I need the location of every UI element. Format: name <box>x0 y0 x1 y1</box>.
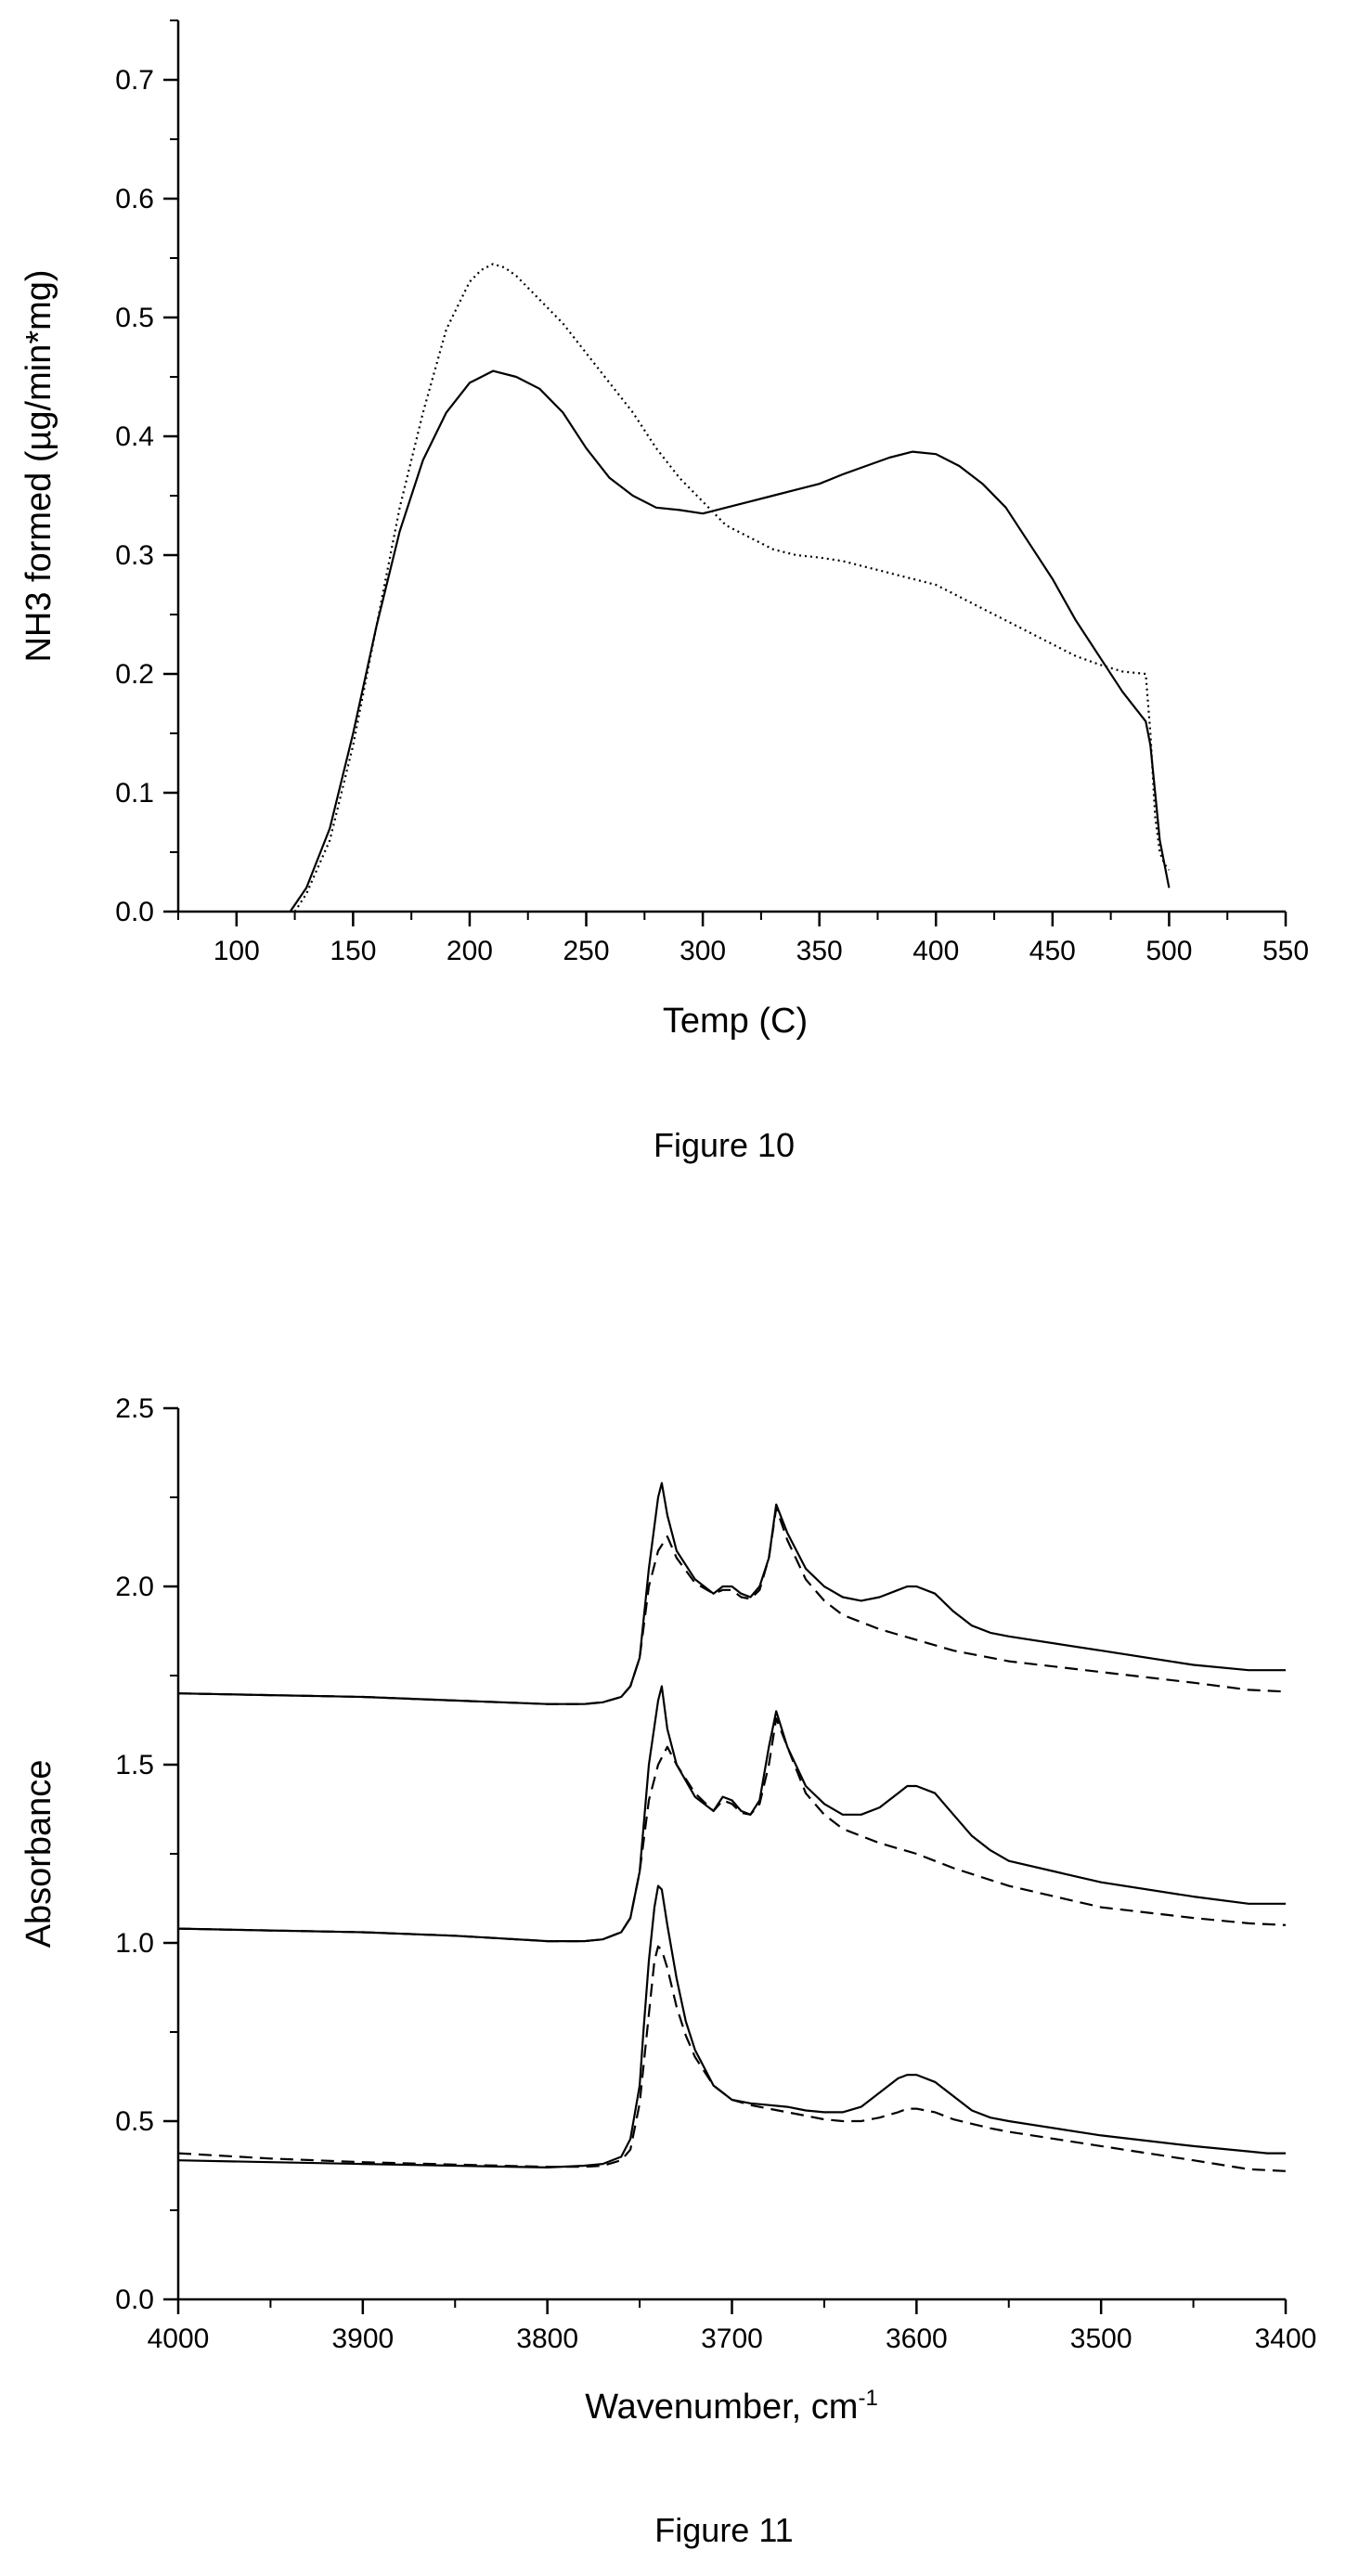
y-tick-label: 0.5 <box>115 2106 154 2137</box>
x-tick-label: 250 <box>563 936 609 966</box>
series-group <box>289 263 1171 913</box>
y-tick-label: 0.0 <box>115 897 154 927</box>
figure-caption: Figure 11 <box>654 2511 793 2549</box>
series-line-solid <box>177 1685 1286 1943</box>
axis-tick-labels: 100 150 200 250 300 350 400 450 500 550 0.0 0.1 0.2 0… <box>115 65 1309 966</box>
axis-tick-labels: 4000 3900 3800 3700 3600 3500 3400 0.0 0.5 1.0 1.5… <box>115 1393 1316 2354</box>
x-tick-label: 400 <box>912 936 959 966</box>
series-line-solid <box>177 1482 1286 1705</box>
x-tick-label: 3500 <box>1070 2324 1132 2354</box>
x-tick-label: 200 <box>447 936 493 966</box>
series-line-dashed <box>177 1945 1287 2172</box>
x-tick-label: 4000 <box>148 2324 210 2354</box>
y-axis-title: NH3 formed (µg/min*mg) <box>19 269 58 662</box>
x-tick-label: 150 <box>330 936 376 966</box>
x-tick-label: 3600 <box>886 2324 948 2354</box>
x-axis-title-text: Wavenumber, cm <box>585 2388 858 2427</box>
x-tick-label: 550 <box>1262 936 1309 966</box>
x-axis-title: Wavenumber, cm-1 <box>585 2386 878 2427</box>
x-tick-label: 3700 <box>701 2324 763 2354</box>
series-line-dashed <box>177 1507 1287 1705</box>
series-group <box>177 1482 1287 2172</box>
y-tick-label: 0.3 <box>115 540 154 571</box>
axis-ticks <box>163 1406 1288 2314</box>
x-axis-title-superscript: -1 <box>858 2386 877 2411</box>
x-axis-title: Temp (C) <box>663 1002 808 1041</box>
x-tick-label: 350 <box>796 936 843 966</box>
x-tick-label: 500 <box>1145 936 1192 966</box>
series-line-dotted <box>293 263 1171 913</box>
y-tick-label: 0.6 <box>115 184 154 214</box>
y-tick-label: 0.7 <box>115 65 154 96</box>
x-tick-label: 100 <box>214 936 260 966</box>
x-tick-label: 3400 <box>1255 2324 1317 2354</box>
y-tick-label: 0.4 <box>115 421 154 452</box>
x-tick-label: 300 <box>679 936 726 966</box>
figure-11-chart: 4000 3900 3800 3700 3600 3500 3400 0.0 0.5 1.0 1.5… <box>19 1393 1316 2549</box>
figure-10-chart: 100 150 200 250 300 350 400 450 500 550 0.0 0.1 0.2 0… <box>19 19 1309 1164</box>
y-tick-label: 0.2 <box>115 659 154 690</box>
figure-caption: Figure 10 <box>654 1126 795 1164</box>
y-tick-label: 1.0 <box>115 1928 154 1959</box>
x-tick-label: 450 <box>1029 936 1076 966</box>
y-tick-label: 0.1 <box>115 778 154 809</box>
x-tick-label: 3900 <box>331 2324 394 2354</box>
x-tick-label: 3800 <box>516 2324 578 2354</box>
y-tick-label: 2.0 <box>115 1572 154 1602</box>
y-tick-label: 2.5 <box>115 1393 154 1424</box>
series-line-solid <box>289 369 1171 913</box>
series-line-solid <box>177 1884 1286 2168</box>
y-tick-label: 0.5 <box>115 303 154 333</box>
y-axis-title: Absorbance <box>19 1760 58 1948</box>
y-tick-label: 0.0 <box>115 2285 154 2315</box>
axis-ticks <box>163 19 1288 926</box>
y-tick-label: 1.5 <box>115 1750 154 1780</box>
series-line-dashed <box>177 1717 1287 1943</box>
